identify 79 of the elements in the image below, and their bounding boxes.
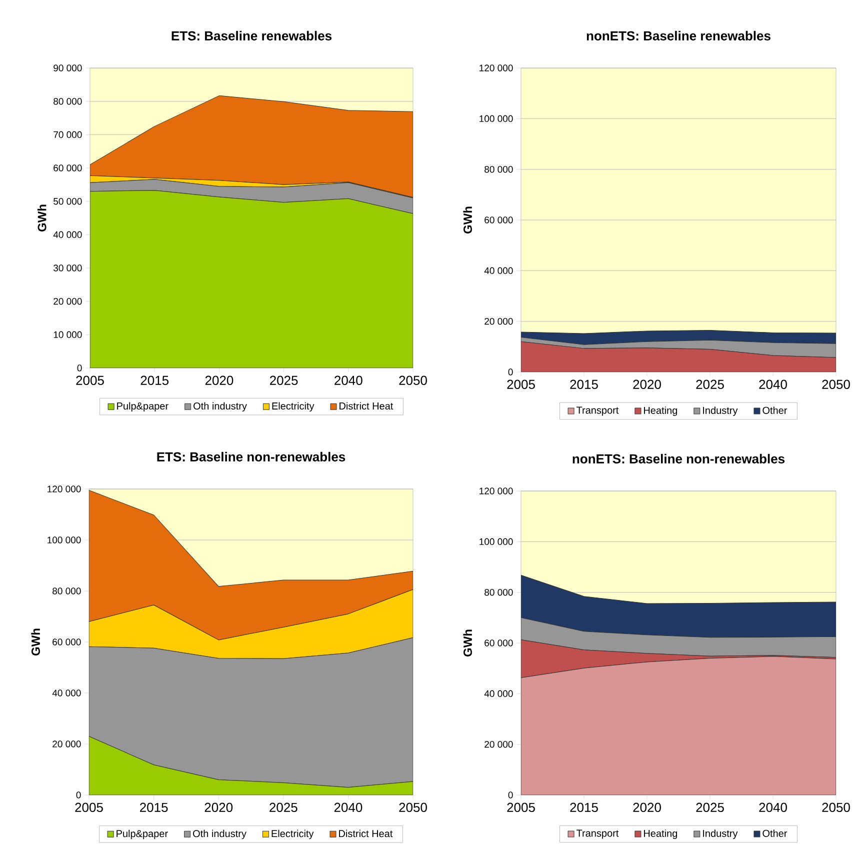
y-tick-label: 80 000 xyxy=(52,588,81,594)
x-tick-label: 2020 xyxy=(633,380,661,389)
y-axis-title: GWh xyxy=(37,204,46,232)
y-tick-label: 120 000 xyxy=(48,486,81,492)
x-tick-label: 2025 xyxy=(696,802,724,812)
x-tick-label: 2005 xyxy=(76,376,104,385)
y-tick-label: 20 000 xyxy=(484,318,513,325)
y-tick-label: 20 000 xyxy=(54,298,82,305)
y-axis-title: GWh xyxy=(31,628,40,656)
y-tick-label: 60 000 xyxy=(54,164,82,172)
x-tick-label: 2025 xyxy=(270,802,298,812)
y-axis-title: GWh xyxy=(463,630,472,657)
y-tick-label: 0 xyxy=(76,792,81,798)
chart-title: ETS: Baseline non-renewables xyxy=(157,452,346,462)
y-tick-label: 100 000 xyxy=(48,536,81,544)
y-tick-label: 80 000 xyxy=(484,166,513,173)
x-tick-label: 2050 xyxy=(399,376,427,385)
legend-label: Other xyxy=(762,406,788,414)
legend-label: Other xyxy=(762,830,788,837)
x-tick-label: 2005 xyxy=(507,802,535,812)
legend-label: Pulp&paper xyxy=(116,830,168,840)
y-tick-label: 120 000 xyxy=(480,488,513,494)
y-tick-label: 70 000 xyxy=(54,131,82,138)
y-tick-label: 80 000 xyxy=(54,98,82,105)
legend-label: Heating xyxy=(644,406,678,416)
legend-label: District Heat xyxy=(339,830,393,838)
x-tick-label: 2015 xyxy=(140,376,169,385)
x-tick-label: 2025 xyxy=(696,380,724,389)
legend-label: Transport xyxy=(576,406,619,416)
x-tick-label: 2050 xyxy=(399,802,427,812)
x-tick-label: 2040 xyxy=(334,802,362,812)
y-tick-label: 90 000 xyxy=(54,64,82,72)
legend-label: Industry xyxy=(703,406,738,416)
y-tick-label: 50 000 xyxy=(54,198,82,205)
chart-title: nonETS: Baseline renewables xyxy=(586,30,770,40)
y-tick-label: 0 xyxy=(77,364,82,372)
x-tick-label: 2040 xyxy=(334,376,362,385)
y-tick-label: 100 000 xyxy=(480,538,513,546)
legend-label: Oth industry xyxy=(194,402,247,412)
legend-label: Oth industry xyxy=(193,830,246,840)
chart-title: nonETS: Baseline non-renewables xyxy=(572,454,785,464)
legend-label: Pulp&paper xyxy=(117,402,168,412)
legend-label: Heating xyxy=(644,830,678,839)
y-tick-label: 20 000 xyxy=(52,740,81,748)
x-tick-label: 2050 xyxy=(822,802,850,812)
x-tick-label: 2005 xyxy=(75,802,103,812)
y-tick-label: 0 xyxy=(508,792,513,798)
y-tick-label: 0 xyxy=(508,368,513,376)
x-tick-label: 2015 xyxy=(570,802,598,812)
y-axis-title: GWh xyxy=(463,206,472,234)
legend-label: Industry xyxy=(703,830,738,839)
y-tick-label: 30 000 xyxy=(54,264,82,272)
y-tick-label: 20 000 xyxy=(484,740,513,748)
y-tick-label: 120 000 xyxy=(480,64,513,72)
x-tick-label: 2005 xyxy=(507,380,535,389)
y-tick-label: 40 000 xyxy=(484,267,513,274)
legend-label: District Heat xyxy=(340,402,394,410)
x-tick-label: 2025 xyxy=(270,376,298,385)
x-tick-label: 2040 xyxy=(759,802,787,812)
y-tick-label: 60 000 xyxy=(484,216,513,224)
y-tick-label: 60 000 xyxy=(484,640,513,646)
x-tick-label: 2015 xyxy=(570,380,598,389)
x-tick-label: 2040 xyxy=(759,380,787,389)
x-tick-label: 2020 xyxy=(633,802,661,812)
y-tick-label: 40 000 xyxy=(52,690,81,696)
y-tick-label: 10 000 xyxy=(54,331,82,338)
y-tick-label: 40 000 xyxy=(484,690,513,698)
y-tick-label: 100 000 xyxy=(480,115,513,122)
y-tick-label: 60 000 xyxy=(52,638,81,646)
y-tick-label: 80 000 xyxy=(484,588,513,596)
x-tick-label: 2020 xyxy=(205,376,234,385)
legend-label: Electricity xyxy=(272,830,314,840)
chart-title: ETS: Baseline renewables xyxy=(172,30,332,40)
x-tick-label: 2015 xyxy=(140,802,168,812)
x-tick-label: 2020 xyxy=(204,802,233,812)
legend-label: Electricity xyxy=(272,402,314,412)
x-tick-label: 2050 xyxy=(822,380,850,389)
y-tick-label: 40 000 xyxy=(53,231,82,238)
legend-label: Transport xyxy=(576,830,619,839)
